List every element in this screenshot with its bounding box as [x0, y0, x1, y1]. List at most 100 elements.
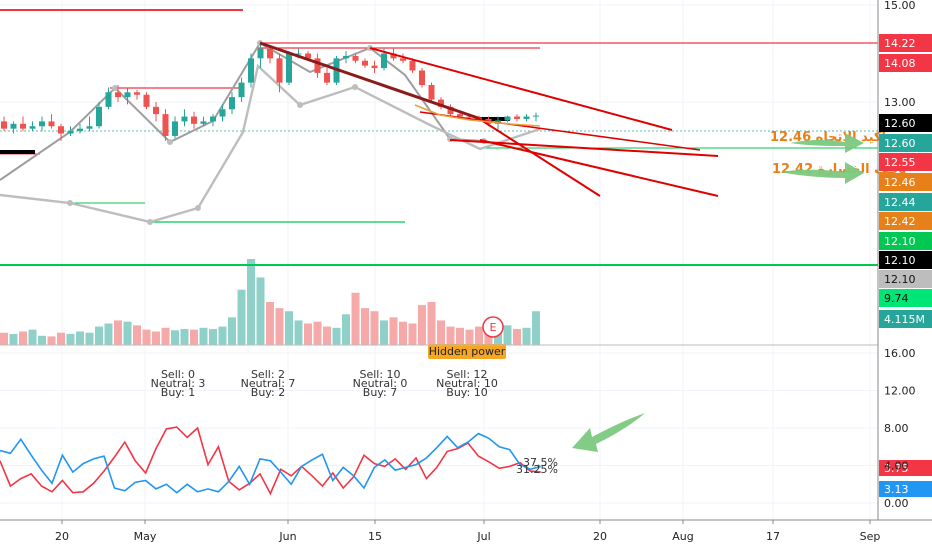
- volume-bar: [285, 311, 293, 345]
- stat-sell: Sell: 10: [359, 368, 400, 381]
- price-label-badge: [879, 134, 932, 152]
- volume-bar: [513, 329, 521, 345]
- volume-bar: [114, 320, 122, 345]
- candle-body: [438, 99, 444, 107]
- volume-bar: [171, 330, 179, 345]
- volume-bar: [437, 320, 445, 345]
- price-label-badge: [879, 289, 932, 307]
- blue-series-pct: 31.25%: [516, 463, 558, 476]
- candle-body: [381, 53, 387, 69]
- candle-body: [219, 109, 226, 117]
- price-label-badge: [879, 54, 932, 72]
- volume-bar: [28, 329, 37, 345]
- candle-body: [400, 58, 406, 61]
- candle-body: [48, 121, 55, 127]
- price-label-text: 9.74: [884, 292, 909, 305]
- volume-bar: [399, 321, 407, 345]
- volume-bar: [0, 332, 8, 345]
- volume-bar: [190, 329, 198, 345]
- stat-neutral: Neutral: 0: [353, 377, 408, 390]
- earnings-marker[interactable]: E: [482, 316, 504, 338]
- volume-bar: [66, 333, 75, 345]
- hidden-power-badge: [428, 344, 506, 359]
- candle-body: [1, 121, 7, 129]
- candle-body: [267, 48, 273, 59]
- candle-body: [286, 53, 292, 83]
- trendline-inner: [419, 111, 701, 151]
- candle-body: [324, 72, 330, 83]
- arrow-right-icon: [790, 133, 864, 153]
- x-tick-label: 20: [55, 530, 69, 543]
- candle-body: [457, 114, 463, 117]
- volume-bars: [0, 259, 540, 345]
- stat-neutral: Neutral: 7: [241, 377, 296, 390]
- osc-y-tick-label: 16.00: [884, 347, 916, 360]
- volume-bar: [133, 325, 141, 345]
- volume-bar: [465, 329, 474, 345]
- stat-sell: Sell: 2: [251, 368, 285, 381]
- y-tick-label: 13.00: [884, 96, 916, 109]
- x-tick-label: Sep: [860, 530, 881, 543]
- volume-bar: [247, 259, 255, 345]
- candles: [1, 43, 539, 141]
- osc-y-tick-label: 0.00: [884, 497, 909, 510]
- osc-last-value-badge: [879, 460, 932, 476]
- osc-y-tick-label: 12.00: [884, 385, 916, 398]
- candle-body: [96, 106, 102, 127]
- green-arrows: [572, 133, 864, 452]
- price-label-text: 12.55: [884, 156, 916, 169]
- candle-body: [352, 55, 359, 61]
- candle-body: [314, 58, 321, 73]
- volume-bar: [522, 327, 531, 345]
- candle-body: [10, 123, 17, 129]
- volume-bar: [313, 321, 322, 345]
- volume-bar: [256, 277, 265, 345]
- candle-body: [58, 126, 64, 134]
- price-label-badge: [879, 310, 932, 328]
- candle-body: [162, 114, 169, 136]
- candle-body: [115, 92, 121, 98]
- volume-bar: [218, 326, 227, 345]
- osc-last-value: 3.13: [884, 483, 909, 496]
- candle-body: [362, 60, 368, 66]
- volume-bar: [503, 325, 512, 345]
- x-tick-label: 15: [368, 530, 382, 543]
- stat-buy: Buy: 7: [363, 386, 397, 399]
- y-axis: 15.00 13.00 16.00 12.00 8.00 4.00 0.00: [884, 0, 916, 510]
- price-label-text: 12.60: [884, 117, 916, 130]
- candle-body: [86, 126, 93, 129]
- price-label-text: 14.22: [884, 37, 916, 50]
- trendline-dark: [259, 41, 479, 120]
- y-tick-label: 15.00: [884, 0, 916, 12]
- stat-sell: Sell: 12: [446, 368, 487, 381]
- trend-lines: [259, 41, 719, 197]
- volume-bar: [294, 320, 303, 345]
- volume-bar: [76, 331, 84, 345]
- candle-body: [428, 85, 435, 100]
- volume-bar: [427, 302, 436, 345]
- stat-buy: Buy: 1: [161, 386, 195, 399]
- volume-bar: [9, 333, 18, 345]
- volume-bar: [408, 323, 417, 345]
- volume-bar: [152, 331, 160, 345]
- volume-bar: [104, 323, 113, 345]
- x-tick-label: 20: [593, 530, 607, 543]
- hidden-power-marker[interactable]: Hidden power: [428, 344, 506, 359]
- price-label-badge: [879, 153, 932, 171]
- volume-bar: [123, 321, 132, 345]
- blue-series-line: [0, 432, 542, 494]
- volume-bar: [142, 329, 151, 345]
- oscillator-lines: 3.75 3.13: [0, 426, 932, 497]
- earnings-label: E: [490, 321, 497, 334]
- candle-body: [248, 58, 254, 83]
- osc-y-tick-label: 8.00: [884, 422, 909, 435]
- volume-bar: [19, 331, 27, 345]
- candle-body: [29, 126, 36, 129]
- trendline-steep: [477, 117, 601, 197]
- candle-body: [153, 106, 159, 115]
- volume-bar: [446, 326, 455, 345]
- candle-body: [39, 121, 45, 127]
- candle-body: [343, 55, 349, 59]
- price-label-badge: [879, 212, 932, 230]
